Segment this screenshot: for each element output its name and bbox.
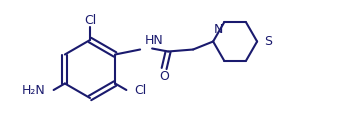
Text: H₂N: H₂N [22,84,45,96]
Text: O: O [159,70,169,83]
Text: N: N [214,23,223,35]
Text: HN: HN [145,33,164,47]
Text: S: S [264,35,272,48]
Text: Cl: Cl [134,84,147,96]
Text: Cl: Cl [84,13,96,27]
